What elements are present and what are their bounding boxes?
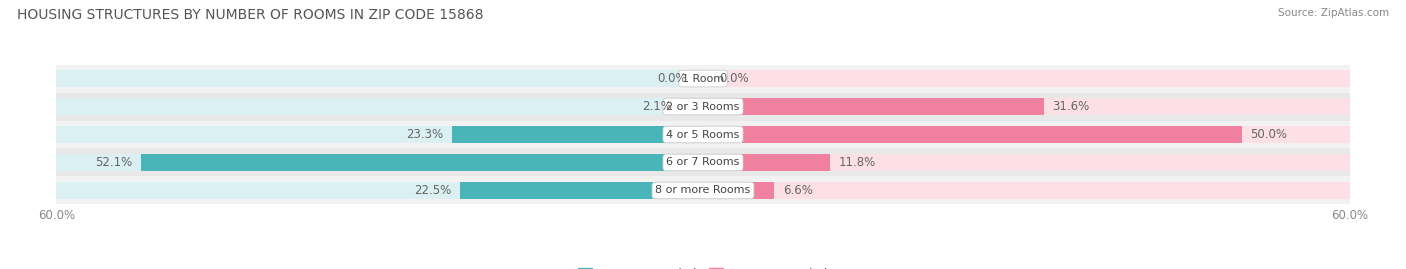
Bar xyxy=(703,154,1350,171)
Bar xyxy=(681,98,703,115)
Bar xyxy=(56,65,1350,93)
Text: 1 Room: 1 Room xyxy=(682,73,724,84)
Text: 11.8%: 11.8% xyxy=(839,156,876,169)
Text: HOUSING STRUCTURES BY NUMBER OF ROOMS IN ZIP CODE 15868: HOUSING STRUCTURES BY NUMBER OF ROOMS IN… xyxy=(17,8,484,22)
Bar xyxy=(703,98,1350,115)
Bar xyxy=(703,126,1350,143)
Bar xyxy=(56,126,703,143)
Text: 4 or 5 Rooms: 4 or 5 Rooms xyxy=(666,129,740,140)
Bar xyxy=(56,121,1350,148)
Bar xyxy=(56,70,703,87)
Bar xyxy=(56,98,703,115)
Text: 8 or more Rooms: 8 or more Rooms xyxy=(655,185,751,196)
Bar xyxy=(56,176,1350,204)
Text: 6 or 7 Rooms: 6 or 7 Rooms xyxy=(666,157,740,168)
Legend: Owner-occupied, Renter-occupied: Owner-occupied, Renter-occupied xyxy=(572,263,834,269)
Text: 6.6%: 6.6% xyxy=(783,184,813,197)
Text: 52.1%: 52.1% xyxy=(96,156,132,169)
Text: 0.0%: 0.0% xyxy=(657,72,688,85)
Bar xyxy=(703,154,830,171)
Text: 2 or 3 Rooms: 2 or 3 Rooms xyxy=(666,101,740,112)
Bar xyxy=(703,70,1350,87)
Bar xyxy=(142,154,703,171)
Bar xyxy=(703,98,1043,115)
Bar xyxy=(703,182,775,199)
Text: 23.3%: 23.3% xyxy=(406,128,443,141)
Bar xyxy=(703,126,1241,143)
Bar xyxy=(461,182,703,199)
Bar xyxy=(56,154,703,171)
Bar xyxy=(56,182,703,199)
Bar xyxy=(451,126,703,143)
Text: 2.1%: 2.1% xyxy=(643,100,672,113)
Bar xyxy=(56,93,1350,121)
Bar xyxy=(703,182,1350,199)
Text: 31.6%: 31.6% xyxy=(1052,100,1090,113)
Bar xyxy=(56,148,1350,176)
Text: 22.5%: 22.5% xyxy=(415,184,451,197)
Text: 50.0%: 50.0% xyxy=(1250,128,1288,141)
Text: 0.0%: 0.0% xyxy=(720,72,749,85)
Text: Source: ZipAtlas.com: Source: ZipAtlas.com xyxy=(1278,8,1389,18)
